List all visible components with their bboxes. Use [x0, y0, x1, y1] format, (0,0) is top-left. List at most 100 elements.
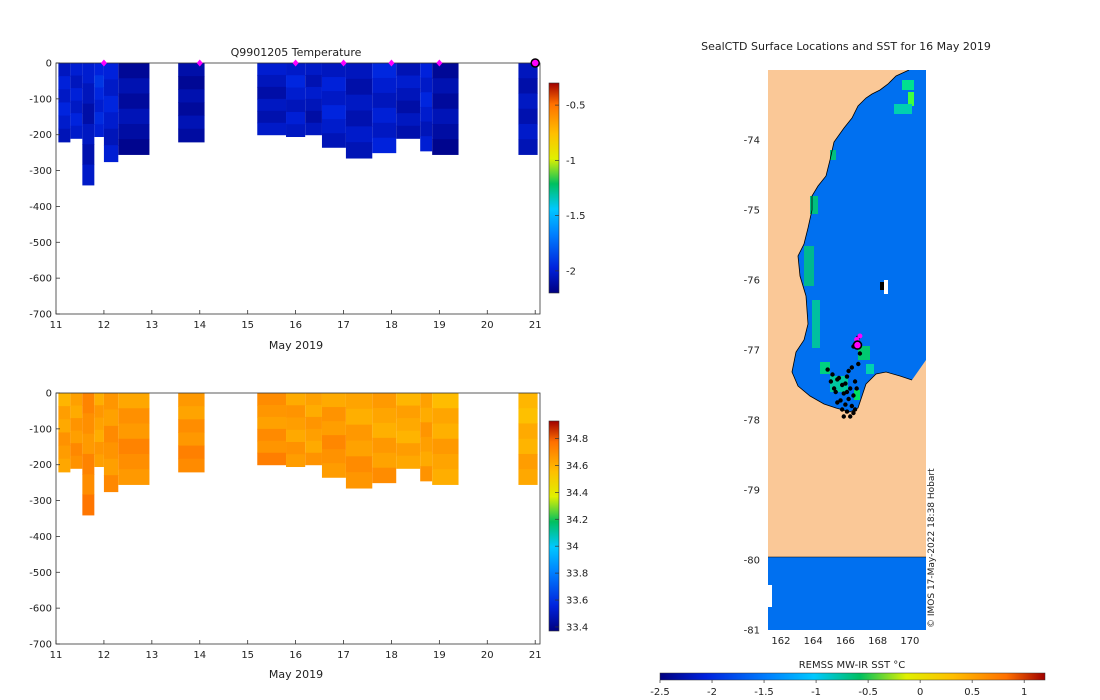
temp-column-cell: [432, 139, 459, 155]
temp-column-cell: [70, 63, 83, 77]
sal-y-tick-label: -100: [29, 424, 52, 435]
temp-column-cell: [305, 74, 322, 88]
seal-location-point: [856, 361, 861, 367]
sal-column-cell: [103, 475, 119, 493]
sal-column-cell: [420, 393, 433, 409]
sal-column-cell: [70, 418, 83, 432]
salinity-y-ticks: 0 -100 -200 -300 -400 -500 -600 -700: [29, 389, 60, 651]
sst-colorbar: [659, 672, 1046, 681]
sal-column-cell: [103, 442, 119, 460]
temp-column-cell: [257, 98, 287, 112]
temperature-xlabel: May 2019: [269, 339, 323, 352]
sal-column-cell: [305, 452, 322, 466]
temp-column-cell: [70, 113, 83, 127]
sal-column-cell: [321, 421, 346, 436]
sal-colorbar-tick-label: 34.8: [566, 434, 588, 445]
temp-column-cell: [420, 121, 433, 137]
sal-column-cell: [432, 453, 459, 470]
temp-column-cell: [432, 93, 459, 110]
temp-x-tick-label: 14: [193, 320, 206, 331]
temp-column-cell: [178, 128, 205, 143]
temp-column-cell: [118, 139, 150, 155]
seal-location-point: [848, 414, 853, 419]
sal-column-cell: [396, 443, 421, 457]
temp-column-cell: [286, 112, 306, 125]
sal-column-cell: [58, 445, 71, 460]
temp-column-cell: [58, 76, 71, 90]
temp-column-cell: [257, 110, 287, 124]
temp-column-cell: [396, 88, 421, 102]
sal-x-tick-label: 17: [337, 650, 350, 661]
seal-location-point: [825, 367, 830, 372]
sal-column-cell: [70, 455, 83, 469]
sal-column-cell: [70, 405, 83, 419]
map-y-tick-label: -76: [744, 276, 760, 287]
sal-column-cell: [94, 429, 104, 443]
map-x-ticks: 162 164 166 168 170: [771, 636, 919, 647]
sal-column-cell: [58, 432, 71, 447]
temperature-x-ticks: 11 12 13 14 15 16 17 18 19 20 21: [50, 310, 542, 331]
temperature-colorbar: [548, 82, 560, 294]
map-x-tick-label: 162: [771, 636, 790, 647]
temp-column-cell: [518, 78, 538, 94]
sal-column-cell: [420, 466, 433, 482]
seal-location-point: [844, 374, 850, 379]
temp-column-cell: [321, 133, 346, 148]
temp-column-cell: [286, 99, 306, 113]
temp-column-cell: [70, 75, 83, 89]
temp-column-cell: [82, 103, 95, 125]
temp-y-tick-label: -300: [29, 166, 52, 177]
temp-x-tick-label: 12: [98, 320, 111, 331]
profile-markers: [100, 58, 540, 68]
temp-column-cell: [518, 123, 538, 140]
sal-column-cell: [305, 440, 322, 454]
map-y-tick-label: -79: [744, 486, 760, 497]
southern-ocean-band: [768, 557, 926, 630]
sal-column-cell: [70, 393, 83, 407]
sal-colorbar-tick-label: 33.6: [566, 596, 588, 607]
map-y-ticks: -74 -75 -76 -77 -78 -79 -80 -81: [744, 136, 760, 637]
temp-x-tick-label: 15: [241, 320, 254, 331]
temp-column-cell: [432, 63, 459, 79]
temp-column-cell: [58, 89, 71, 103]
temp-column-cell: [432, 108, 459, 125]
sal-column-cell: [396, 405, 421, 419]
sal-column-cell: [94, 393, 104, 406]
temp-column-cell: [432, 123, 459, 140]
map-x-tick-label: 170: [900, 636, 919, 647]
temp-column-cell: [58, 115, 71, 130]
sal-column-cell: [103, 393, 119, 410]
sal-column-cell: [58, 419, 71, 433]
temp-column-cell: [118, 93, 150, 110]
temp-column-cell: [103, 63, 119, 80]
temp-column-cell: [94, 75, 104, 89]
temp-column-cell: [178, 102, 205, 117]
temp-x-tick-label: 11: [50, 320, 63, 331]
sal-column-cell: [432, 393, 459, 409]
temp-column-cell: [321, 119, 346, 134]
sst-colorbar-tick-label: 0: [917, 687, 923, 698]
sal-y-tick-label: -500: [29, 568, 52, 579]
sal-x-tick-label: 20: [481, 650, 494, 661]
sal-x-tick-label: 21: [529, 650, 542, 661]
sal-colorbar-tick-label: 34.2: [566, 515, 588, 526]
temp-column-cell: [257, 63, 287, 76]
sal-colorbar-tick-label: 34: [566, 542, 579, 553]
temp-column-cell: [82, 83, 95, 105]
temp-column-cell: [103, 128, 119, 146]
temperature-panel: Q9901205 Temperature 11 12 13 14 15 16 17 18 19 2…: [29, 46, 585, 352]
sal-column-cell: [82, 494, 95, 516]
temp-column-cell: [305, 110, 322, 124]
temp-column-cell: [345, 110, 373, 127]
sal-column-cell: [58, 458, 71, 473]
temp-column-cell: [94, 112, 104, 125]
sal-column-cell: [70, 443, 83, 457]
temp-column-cell: [372, 107, 397, 124]
sal-column-cell: [321, 435, 346, 450]
temp-column-cell: [257, 74, 287, 88]
temperature-colorbar-ticks: -0.5 -1 -1.5 -2: [555, 101, 586, 277]
temp-column-cell: [118, 108, 150, 125]
sal-column-cell: [305, 393, 322, 406]
seal-location-point: [844, 389, 850, 395]
sal-column-cell: [94, 454, 104, 468]
